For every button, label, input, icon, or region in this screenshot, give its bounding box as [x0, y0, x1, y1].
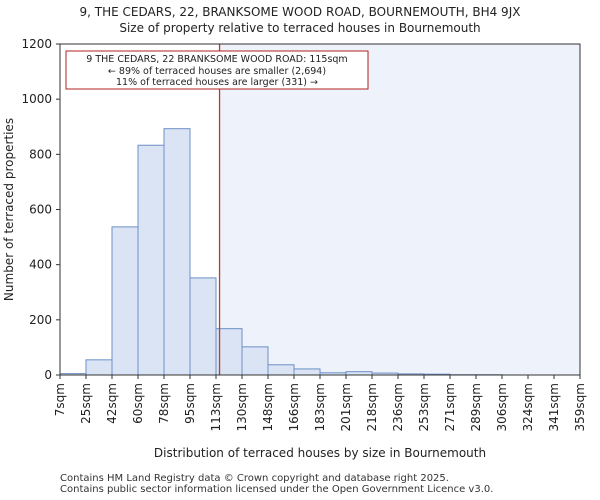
y-tick-label: 800 [29, 147, 52, 161]
x-tick-label: 148sqm [261, 383, 275, 431]
x-tick-label: 95sqm [183, 383, 197, 424]
bar-42sqm [111, 226, 139, 376]
bar-95sqm [189, 277, 217, 376]
x-tick-label: 166sqm [287, 383, 301, 431]
x-tick-label: 341sqm [547, 383, 561, 431]
x-tick-label: 236sqm [391, 383, 405, 431]
x-tick-label: 25sqm [79, 383, 93, 424]
bar-25sqm [85, 359, 113, 376]
x-tick-label: 42sqm [105, 383, 119, 424]
y-tick-label: 200 [29, 313, 52, 327]
x-tick-label: 130sqm [235, 383, 249, 431]
bar-60sqm [137, 144, 165, 376]
annotation-line-1: 9 THE CEDARS, 22 BRANKSOME WOOD ROAD: 11… [86, 54, 347, 65]
chart-subtitle: Size of property relative to terraced ho… [119, 21, 481, 35]
annotation-line-2: ← 89% of terraced houses are smaller (2,… [108, 66, 326, 77]
x-tick-label: 359sqm [573, 383, 587, 431]
x-tick-label: 78sqm [157, 383, 171, 424]
y-axis: 0 200 400 600 800 1000 1200 [21, 37, 60, 382]
bar-78sqm [163, 128, 191, 376]
y-tick-label: 0 [44, 368, 52, 382]
x-tick-label: 7sqm [53, 383, 67, 416]
histogram-chart: 0 200 400 600 800 1000 1200 7sqm 25sqm 42sqm 60sq… [2, 37, 587, 460]
x-tick-label: 201sqm [339, 383, 353, 431]
bar-166sqm [293, 368, 321, 376]
chart-title: 9, THE CEDARS, 22, BRANKSOME WOOD ROAD, … [79, 5, 521, 19]
y-tick-label: 1200 [21, 37, 52, 51]
x-tick-label: 271sqm [443, 383, 457, 431]
x-tick-label: 60sqm [131, 383, 145, 424]
y-tick-label: 400 [29, 258, 52, 272]
x-tick-label: 218sqm [365, 383, 379, 431]
bars-group [59, 128, 503, 376]
annotation-line-3: 11% of terraced houses are larger (331) … [116, 77, 318, 88]
annotation-box: 9 THE CEDARS, 22 BRANKSOME WOOD ROAD: 11… [65, 50, 369, 90]
x-tick-label: 289sqm [469, 383, 483, 431]
annotation-border [65, 50, 369, 90]
bar-130sqm [241, 346, 269, 376]
y-tick-label: 600 [29, 203, 52, 217]
bar-148sqm [267, 364, 295, 376]
x-tick-label: 113sqm [209, 383, 223, 431]
x-tick-label: 253sqm [417, 383, 431, 431]
x-tick-label: 306sqm [495, 383, 509, 431]
y-axis-label: Number of terraced properties [2, 118, 16, 301]
y-tick-label: 1000 [21, 92, 52, 106]
plot-frame [59, 43, 581, 376]
x-tick-label: 324sqm [521, 383, 535, 431]
x-tick-label: 183sqm [313, 383, 327, 431]
footer-line-1: Contains HM Land Registry data © Crown c… [60, 473, 449, 484]
x-axis: 7sqm 25sqm 42sqm 60sqm 78sqm 95sqm 113sqm 130sq… [53, 375, 587, 431]
footer-line-2: Contains public sector information licen… [60, 484, 494, 495]
larger-region-background [219, 44, 580, 375]
x-axis-label: Distribution of terraced houses by size … [154, 446, 486, 460]
